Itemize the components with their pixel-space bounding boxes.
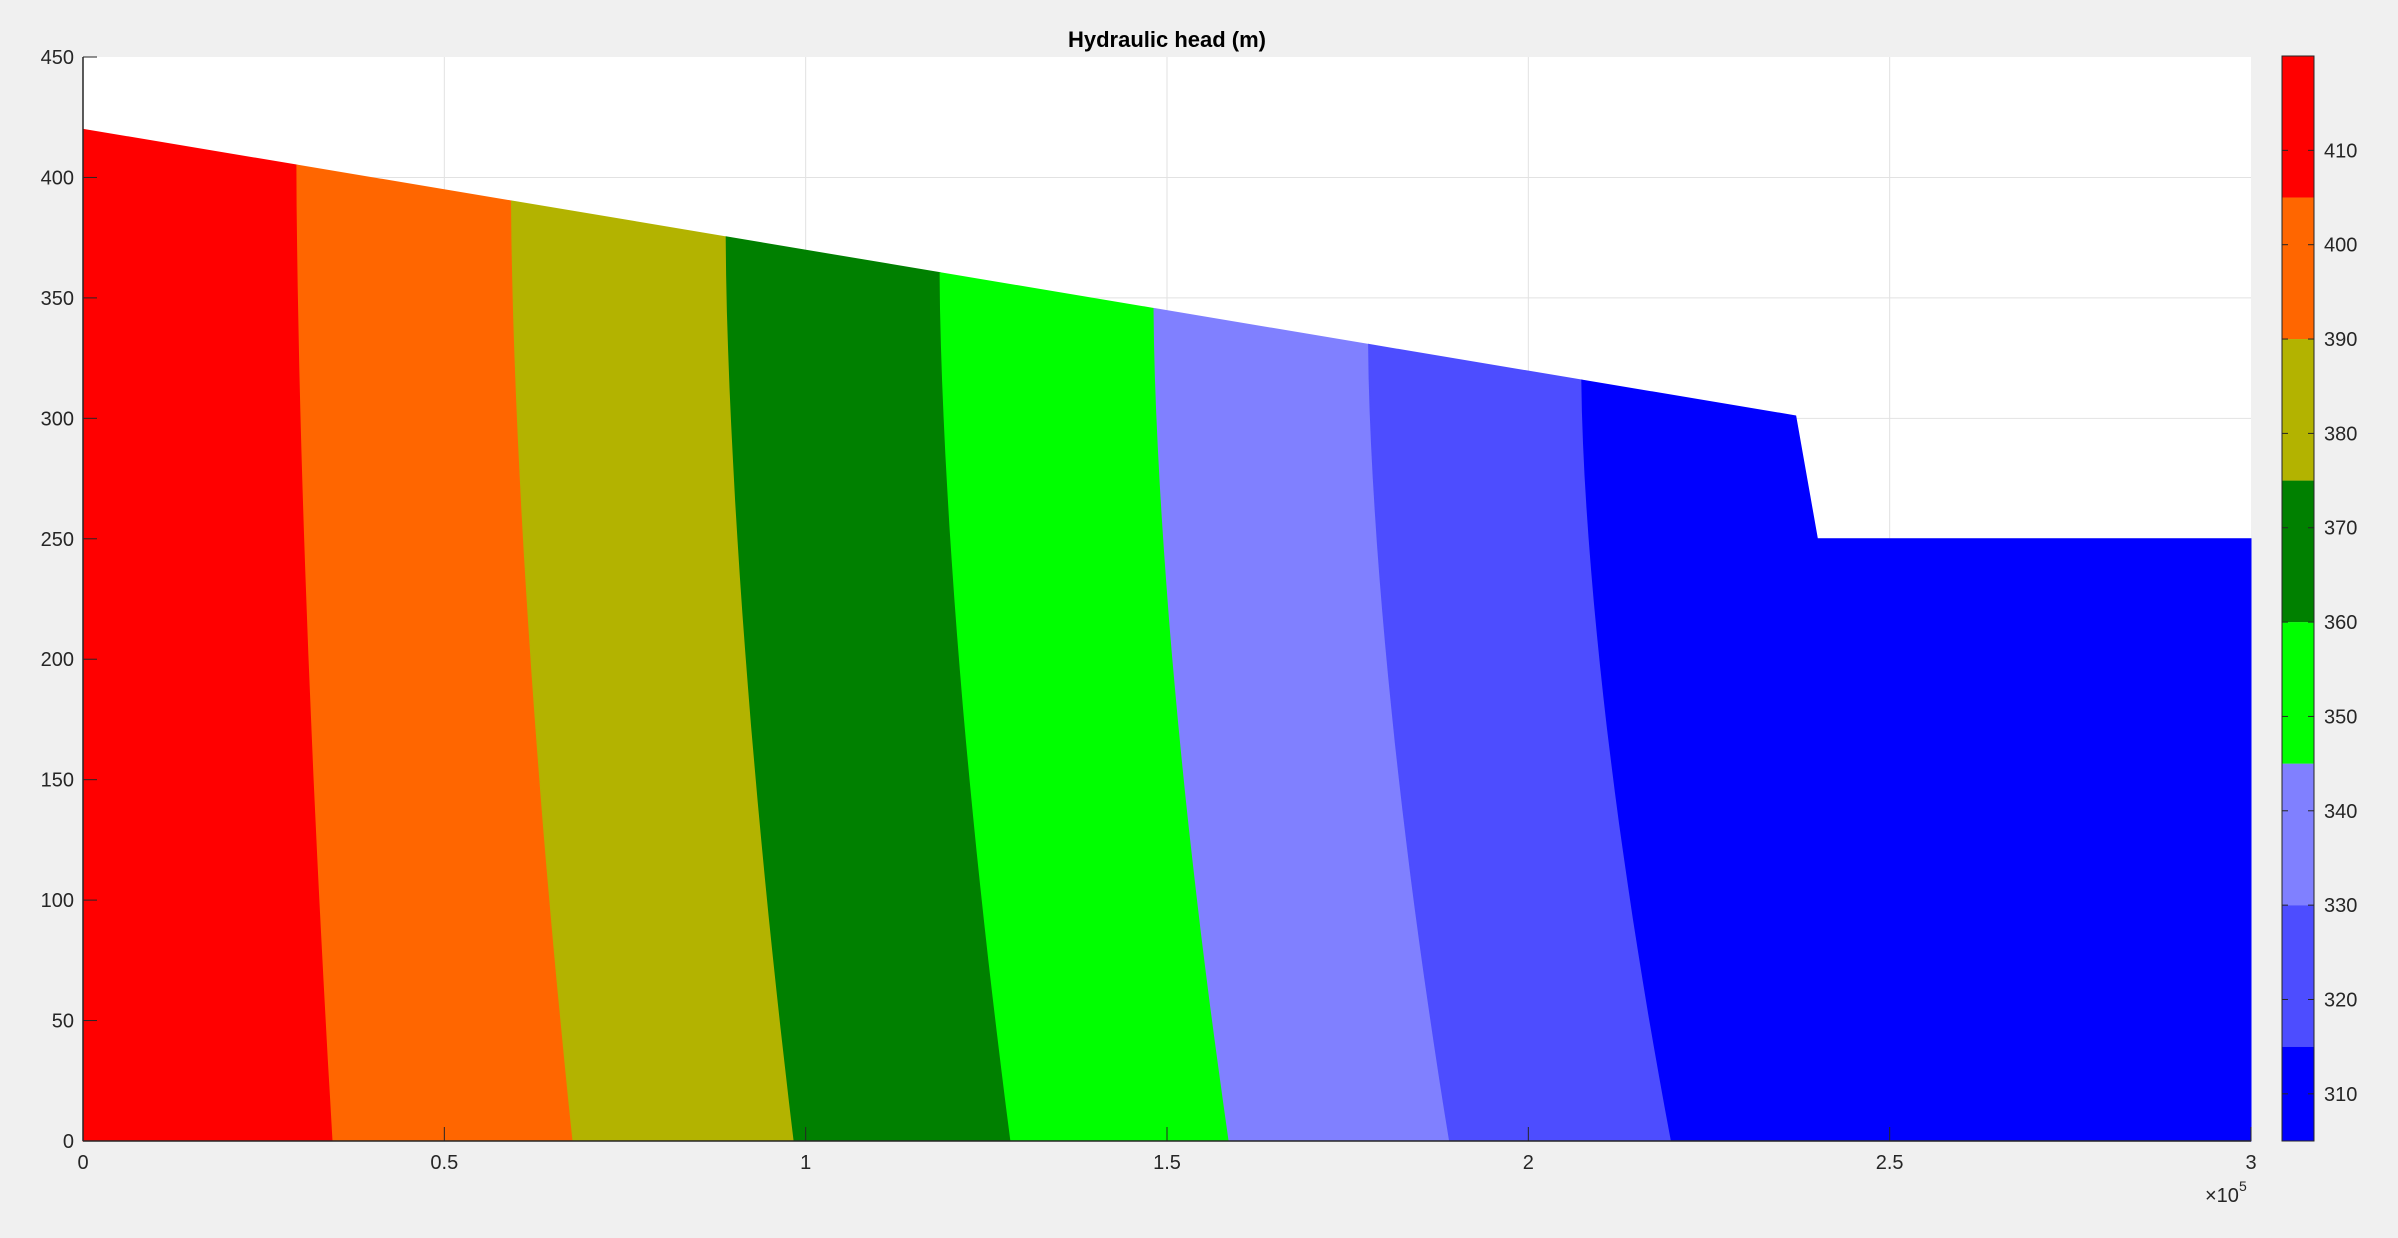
contour-band <box>1581 379 2252 1142</box>
x-tick-label: 1.5 <box>1153 1152 1181 1174</box>
contour-bands <box>82 128 2252 1142</box>
y-tick-label: 300 <box>41 408 74 430</box>
colorbar-band <box>2282 905 2314 1047</box>
chart-title: Hydraulic head (m) <box>1068 27 1266 52</box>
y-tick-label: 0 <box>63 1131 74 1153</box>
colorbar-tick-label: 360 <box>2324 612 2357 634</box>
y-tick-label: 100 <box>41 890 74 912</box>
x-tick-label: 0.5 <box>430 1152 458 1174</box>
colorbar-tick-label: 370 <box>2324 518 2357 540</box>
colorbar-tick-label: 350 <box>2324 706 2357 728</box>
x-exponent-label: ×10 <box>2205 1185 2239 1207</box>
x-tick-label: 3 <box>2245 1152 2256 1174</box>
y-tick-label: 450 <box>41 47 74 69</box>
colorbar-band <box>2282 339 2314 481</box>
x-tick-label: 0 <box>77 1152 88 1174</box>
colorbar-band <box>2282 622 2314 764</box>
colorbar-band <box>2282 197 2314 340</box>
colorbar-band <box>2282 763 2314 906</box>
x-tick-label: 2.5 <box>1876 1152 1904 1174</box>
x-tick-label: 1 <box>800 1152 811 1174</box>
colorbar-frame <box>2281 55 2315 1142</box>
colorbar-tick-label: 410 <box>2324 140 2357 162</box>
y-tick-label: 150 <box>41 770 74 792</box>
x-axis: 0 0.5 1 1.5 2 2.5 3 <box>77 1127 2257 1174</box>
x-tick-label: 2 <box>1523 1152 1534 1174</box>
colorbar-tick-label: 340 <box>2324 801 2357 823</box>
y-tick-label: 250 <box>41 529 74 551</box>
colorbar-band <box>2282 480 2314 623</box>
x-exponent-value: 5 <box>2239 1178 2247 1194</box>
colorbar-tick-label: 400 <box>2324 235 2357 257</box>
contour-band <box>82 128 334 1142</box>
y-tick-label: 200 <box>41 649 74 671</box>
colorbar: 310 320 330 340 350 360 370 380 390 400 410 <box>2281 55 2357 1142</box>
colorbar-tick-label: 380 <box>2324 423 2357 445</box>
colorbar-tick-label: 310 <box>2324 1084 2357 1106</box>
y-tick-label: 350 <box>41 288 74 310</box>
y-tick-label: 50 <box>52 1011 74 1033</box>
y-tick-label: 400 <box>41 167 74 189</box>
colorbar-band <box>2282 56 2314 198</box>
colorbar-tick-label: 330 <box>2324 895 2357 917</box>
colorbar-tick-label: 320 <box>2324 989 2357 1011</box>
y-axis: 0 50 100 150 200 250 300 350 400 450 <box>41 47 97 1153</box>
colorbar-tick-label: 390 <box>2324 329 2357 351</box>
